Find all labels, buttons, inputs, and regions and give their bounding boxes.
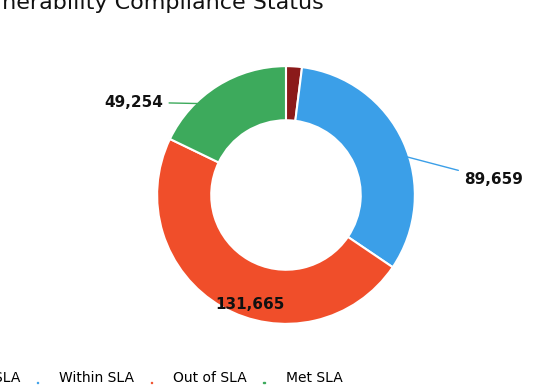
Text: 49,254: 49,254 — [105, 95, 226, 110]
Wedge shape — [157, 139, 393, 324]
Text: 131,665: 131,665 — [215, 290, 285, 312]
Wedge shape — [295, 67, 415, 267]
Wedge shape — [170, 66, 286, 163]
Text: 89,659: 89,659 — [387, 151, 522, 187]
Text: Vulnerability Compliance Status: Vulnerability Compliance Status — [0, 0, 324, 13]
Wedge shape — [286, 66, 302, 121]
Legend: Exceeded SLA, Within SLA, Out of SLA, Met SLA: Exceeded SLA, Within SLA, Out of SLA, Me… — [0, 367, 346, 390]
